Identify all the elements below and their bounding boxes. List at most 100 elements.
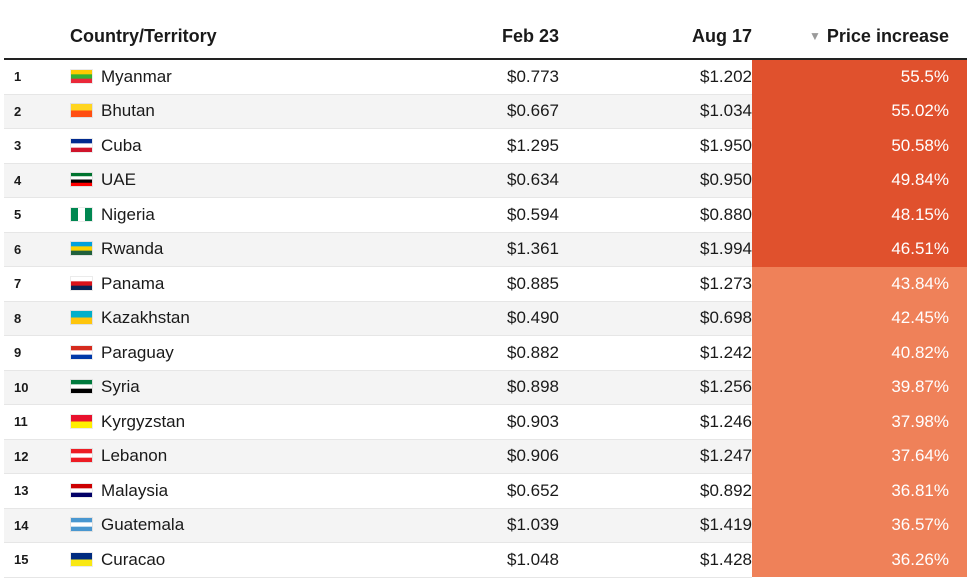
row-rank: 6 <box>4 232 66 267</box>
row-aug-price: $0.892 <box>559 473 752 509</box>
row-rank: 13 <box>4 473 66 509</box>
country-name: Bhutan <box>101 101 155 121</box>
country-flag-icon <box>70 308 101 327</box>
country-flag-icon <box>70 205 101 224</box>
country-name: Myanmar <box>101 66 172 86</box>
row-country: Myanmar <box>66 59 454 95</box>
row-feb-price: $0.490 <box>454 301 559 336</box>
header-price-increase-label: Price increase <box>826 25 949 46</box>
row-feb-price: $0.634 <box>454 163 559 198</box>
row-country: UAE <box>66 163 454 198</box>
row-price-increase: 48.15% <box>752 197 967 232</box>
row-price-increase: 50.58% <box>752 128 967 163</box>
country-flag-icon <box>70 377 101 396</box>
table-row: 6 Rwanda $1.361 $1.994 46.51% <box>4 232 967 267</box>
country-flag-icon <box>70 412 101 431</box>
row-feb-price: $1.039 <box>454 508 559 543</box>
row-feb-price: $1.361 <box>454 232 559 267</box>
table-body: 1 Myanmar $0.773 $1.202 55.5% 2 Bhutan $0.667 $1… <box>4 59 967 578</box>
row-aug-price: $1.247 <box>559 439 752 474</box>
row-price-increase: 55.02% <box>752 94 967 129</box>
country-flag-icon <box>70 446 101 465</box>
row-feb-price: $0.882 <box>454 335 559 371</box>
row-country: Bhutan <box>66 94 454 129</box>
country-name: Nigeria <box>101 204 155 224</box>
row-aug-price: $1.994 <box>559 232 752 267</box>
row-rank: 11 <box>4 404 66 440</box>
table-row: 3 Cuba $1.295 $1.950 50.58% <box>4 128 967 164</box>
row-aug-price: $0.880 <box>559 197 752 233</box>
country-flag-icon <box>70 170 101 189</box>
country-name: Cuba <box>101 135 142 155</box>
row-price-increase: 36.26% <box>752 542 967 577</box>
row-country: Guatemala <box>66 508 454 543</box>
country-flag-icon <box>70 274 101 293</box>
table-row: 7 Panama $0.885 $1.273 43.84% <box>4 266 967 302</box>
row-aug-price: $1.950 <box>559 128 752 164</box>
country-name: Guatemala <box>101 515 185 535</box>
row-price-increase: 37.98% <box>752 404 967 439</box>
table-row: 8 Kazakhstan $0.490 $0.698 42.45% <box>4 301 967 336</box>
country-name: Curacao <box>101 549 166 569</box>
row-price-increase: 39.87% <box>752 370 967 405</box>
row-country: Malaysia <box>66 473 454 509</box>
header-aug[interactable]: Aug 17 <box>559 14 752 60</box>
table-row: 2 Bhutan $0.667 $1.034 55.02% <box>4 94 967 129</box>
row-feb-price: $0.773 <box>454 59 559 95</box>
row-country: Panama <box>66 266 454 302</box>
header-feb[interactable]: Feb 23 <box>454 14 559 60</box>
table-row: 1 Myanmar $0.773 $1.202 55.5% <box>4 59 967 95</box>
row-country: Paraguay <box>66 335 454 371</box>
country-flag-icon <box>70 481 101 500</box>
table-row: 11 Kyrgyzstan $0.903 $1.246 37.98% <box>4 404 967 440</box>
row-feb-price: $0.885 <box>454 266 559 302</box>
row-country: Cuba <box>66 128 454 164</box>
country-name: Lebanon <box>101 446 168 466</box>
row-rank: 2 <box>4 94 66 129</box>
table-row: 10 Syria $0.898 $1.256 39.87% <box>4 370 967 405</box>
row-aug-price: $1.246 <box>559 404 752 440</box>
country-name: Kyrgyzstan <box>101 411 186 431</box>
price-increase-table: Country/Territory Feb 23 Aug 17 ▼ Price i… <box>4 14 967 578</box>
country-flag-icon <box>70 343 101 362</box>
row-country: Nigeria <box>66 197 454 233</box>
country-name: Panama <box>101 273 165 293</box>
row-rank: 15 <box>4 542 66 578</box>
row-feb-price: $0.906 <box>454 439 559 474</box>
row-country: Rwanda <box>66 232 454 267</box>
row-rank: 1 <box>4 59 66 95</box>
row-aug-price: $1.202 <box>559 59 752 95</box>
country-name: Paraguay <box>101 342 174 362</box>
row-rank: 4 <box>4 163 66 198</box>
row-rank: 3 <box>4 128 66 164</box>
sort-descending-icon: ▼ <box>809 28 821 43</box>
header-price-increase[interactable]: ▼ Price increase <box>752 14 967 60</box>
row-price-increase: 37.64% <box>752 439 967 474</box>
row-rank: 14 <box>4 508 66 543</box>
row-aug-price: $1.242 <box>559 335 752 371</box>
row-country: Syria <box>66 370 454 405</box>
country-name: Kazakhstan <box>101 308 190 328</box>
row-feb-price: $1.048 <box>454 542 559 578</box>
row-rank: 10 <box>4 370 66 405</box>
country-name: Malaysia <box>101 480 169 500</box>
table-row: 5 Nigeria $0.594 $0.880 48.15% <box>4 197 967 233</box>
row-price-increase: 42.45% <box>752 301 967 336</box>
row-rank: 5 <box>4 197 66 233</box>
row-rank: 12 <box>4 439 66 474</box>
row-feb-price: $0.652 <box>454 473 559 509</box>
header-rank <box>4 14 66 60</box>
row-aug-price: $1.034 <box>559 94 752 129</box>
country-flag-icon <box>70 550 101 569</box>
row-aug-price: $0.698 <box>559 301 752 336</box>
table-row: 12 Lebanon $0.906 $1.247 37.64% <box>4 439 967 474</box>
row-aug-price: $1.428 <box>559 542 752 578</box>
row-country: Curacao <box>66 542 454 578</box>
row-price-increase: 36.57% <box>752 508 967 543</box>
table-row: 13 Malaysia $0.652 $0.892 36.81% <box>4 473 967 509</box>
row-aug-price: $1.419 <box>559 508 752 543</box>
row-feb-price: $1.295 <box>454 128 559 164</box>
country-flag-icon <box>70 67 101 86</box>
header-country[interactable]: Country/Territory <box>66 14 454 60</box>
row-country: Kazakhstan <box>66 301 454 336</box>
